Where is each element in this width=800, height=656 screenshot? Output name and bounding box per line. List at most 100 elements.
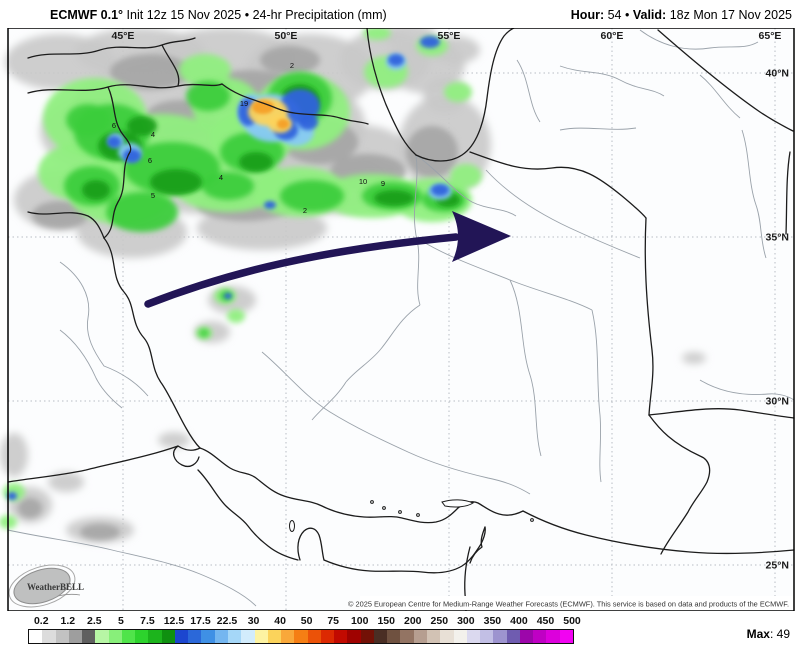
colorbar-section: 0.2 1.2 2.5 5 7.5 12.5 17.5 22.5 30 40 50 75 100 150 2… bbox=[0, 611, 800, 656]
colorbar-tick-label: 5 bbox=[117, 615, 124, 627]
colorbar-segment bbox=[546, 630, 560, 643]
lat-label: 25°N bbox=[766, 560, 789, 572]
max-value: : 49 bbox=[769, 627, 790, 641]
colorbar-tick-label: 1.2 bbox=[60, 615, 76, 627]
lon-label: 65°E bbox=[759, 30, 782, 42]
colorbar-tick-label: 450 bbox=[536, 615, 555, 627]
colorbar-segment bbox=[453, 630, 467, 643]
colorbar-segment bbox=[334, 630, 348, 643]
colorbar-segment bbox=[42, 630, 56, 643]
caspian-south-east-coast bbox=[415, 26, 518, 162]
colorbar-tick-label: 300 bbox=[457, 615, 475, 627]
valid-value: 18z Mon 17 Nov 2025 bbox=[669, 8, 792, 22]
musandam-peninsula bbox=[469, 526, 486, 564]
colorbar-tick-label: 250 bbox=[430, 615, 449, 627]
colorbar-tick-label: 150 bbox=[377, 615, 395, 627]
colorbar-segment bbox=[95, 630, 109, 643]
colorbar-segment bbox=[29, 630, 43, 643]
precip-max-values: 19 2 6 4 6 4 5 2 10 9 bbox=[112, 61, 385, 215]
colorbar-segment bbox=[360, 630, 374, 643]
colorbar-segment bbox=[387, 630, 401, 643]
colorbar-segment bbox=[307, 630, 321, 643]
colorbar-segment bbox=[121, 630, 136, 643]
colorbar-tick-label: 7.5 bbox=[140, 615, 155, 627]
colorbar-segment bbox=[559, 630, 573, 643]
colorbar-segment bbox=[148, 630, 162, 643]
precip-max-value: 6 bbox=[148, 156, 152, 165]
flow-arrow-shaft bbox=[144, 233, 460, 308]
colorbar-tick-label: 100 bbox=[350, 615, 369, 627]
afghan-pakistan-border bbox=[648, 408, 795, 419]
province-borders bbox=[7, 29, 795, 607]
country-borders bbox=[7, 26, 795, 612]
colorbar-segment bbox=[533, 630, 547, 643]
colorbar-segment bbox=[480, 630, 494, 643]
colorbar-segment bbox=[174, 630, 189, 643]
colorbar-tick-label: 40 bbox=[274, 615, 286, 627]
precip-max-value: 19 bbox=[240, 99, 248, 108]
precip-max-value: 5 bbox=[151, 191, 155, 200]
hour-value: 54 bbox=[607, 8, 622, 22]
colorbar-segment bbox=[227, 630, 242, 643]
colorbar-segment bbox=[347, 630, 361, 643]
colorbar-tick-label: 400 bbox=[510, 615, 528, 627]
colorbar-tick-label: 50 bbox=[300, 615, 313, 627]
lon-label: 55°E bbox=[438, 30, 461, 42]
lon-label: 50°E bbox=[275, 30, 298, 42]
lat-label: 30°N bbox=[766, 396, 789, 408]
flow-arrow-head bbox=[452, 211, 511, 262]
iraq-saudi-border bbox=[7, 445, 179, 483]
colorbar-segment bbox=[267, 630, 282, 643]
lat-label: 40°N bbox=[766, 68, 789, 80]
caspian-west-coast bbox=[366, 27, 417, 156]
colorbar-segment bbox=[440, 630, 454, 643]
colorbar-tick-label: 17.5 bbox=[190, 615, 211, 627]
colorbar-segment bbox=[201, 630, 215, 643]
colorbar-segment bbox=[55, 630, 69, 643]
colorbar-segment bbox=[82, 630, 96, 643]
max-label: Max bbox=[746, 627, 770, 641]
colorbar-segment bbox=[413, 630, 427, 643]
flow-arrow bbox=[144, 211, 511, 308]
colorbar-tick-label: 30 bbox=[247, 615, 260, 627]
colorbar-segment bbox=[519, 630, 534, 643]
graticule-labels: 45°E 50°E 55°E 60°E 65°E 40°N 35°N 30°N 25°N bbox=[112, 30, 789, 572]
copyright-text: © 2025 European Centre for Medium-Range … bbox=[348, 600, 789, 609]
colorbar-segment bbox=[188, 630, 202, 643]
colorbar-segment bbox=[466, 630, 481, 643]
precip-layer-orange bbox=[252, 100, 289, 129]
lon-label: 45°E bbox=[112, 30, 135, 42]
turkmen-uzbek-border bbox=[657, 29, 794, 132]
qeshm-island bbox=[441, 499, 475, 508]
precip-max-value: 2 bbox=[290, 61, 294, 70]
colorbar-tick-label: 12.5 bbox=[163, 615, 185, 627]
precipitation-shading bbox=[0, 23, 706, 543]
iran-gulf-coast bbox=[199, 447, 524, 524]
header-bar: ECMWF 0.1° Init 12z 15 Nov 2025 • 24-hr … bbox=[0, 0, 800, 28]
colorbar-tick-label: 200 bbox=[404, 615, 422, 627]
precip-max-value: 4 bbox=[219, 173, 223, 182]
lat-label: 35°N bbox=[766, 232, 789, 244]
colorbar-tick-label: 350 bbox=[483, 615, 502, 627]
colorbar-segment bbox=[161, 630, 175, 643]
colorbar-tick-label: 500 bbox=[563, 615, 581, 627]
valid-label: Valid: bbox=[632, 8, 667, 22]
weatherbell-logo-text: WeatherBELL bbox=[27, 582, 84, 592]
colorbar-segment bbox=[281, 630, 295, 643]
iran-pakistan-border bbox=[648, 414, 711, 555]
precip-max-value: 10 bbox=[359, 177, 367, 186]
colorbar-segment bbox=[214, 630, 228, 643]
colorbar-segment bbox=[241, 630, 255, 643]
colorbar-segment bbox=[400, 630, 414, 643]
kuwait-coast bbox=[172, 445, 201, 468]
header-left: ECMWF 0.1° Init 12z 15 Nov 2025 • 24-hr … bbox=[50, 8, 387, 22]
init-time: Init 12z 15 Nov 2025 bbox=[126, 8, 242, 22]
header-bullet: • bbox=[244, 8, 250, 22]
colorbar-segment bbox=[254, 630, 268, 643]
header-bullet2: • bbox=[624, 8, 630, 22]
max-value-label: Max: 49 bbox=[747, 627, 790, 641]
colorbar-segment bbox=[135, 630, 149, 643]
weatherbell-logo: WeatherBELL bbox=[8, 564, 84, 608]
iran-afghanistan-border bbox=[644, 217, 654, 416]
